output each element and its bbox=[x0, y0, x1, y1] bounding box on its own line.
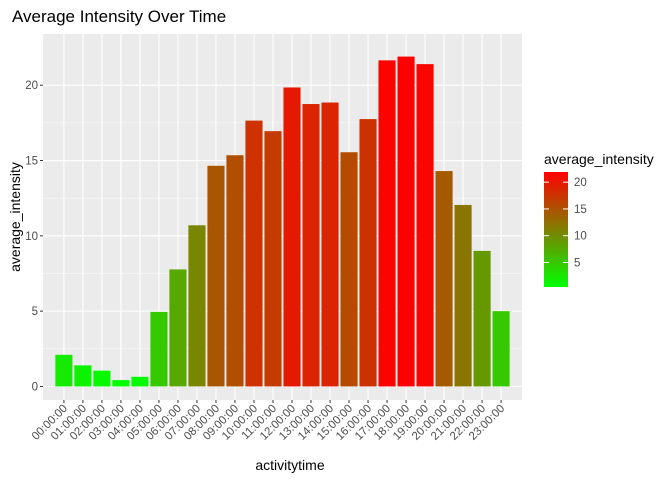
y-tick-label: 0 bbox=[32, 381, 38, 393]
bar bbox=[93, 370, 111, 387]
bar bbox=[435, 171, 453, 387]
bar bbox=[283, 87, 301, 387]
bar bbox=[492, 311, 510, 387]
y-tick-label: 10 bbox=[25, 231, 38, 243]
y-tick-label: 15 bbox=[25, 156, 38, 168]
chart-title: Average Intensity Over Time bbox=[12, 7, 226, 26]
x-axis-ticks: 00:00:0001:00:0002:00:0003:00:0004:00:00… bbox=[30, 400, 507, 443]
legend-tick-label: 10 bbox=[574, 231, 587, 243]
legend-tick-label: 20 bbox=[574, 177, 587, 189]
bar bbox=[55, 354, 73, 387]
y-tick-label: 20 bbox=[25, 80, 38, 92]
bar bbox=[416, 64, 434, 387]
bar bbox=[131, 376, 149, 387]
bar bbox=[378, 60, 396, 387]
bar bbox=[245, 120, 263, 387]
y-axis-ticks: 0 5 10 15 20 bbox=[25, 80, 43, 393]
y-tick-label: 5 bbox=[32, 306, 38, 318]
legend-tick-label: 5 bbox=[574, 257, 580, 269]
bar bbox=[359, 119, 377, 387]
bar bbox=[188, 225, 206, 387]
bar bbox=[150, 311, 168, 387]
bar bbox=[302, 104, 320, 387]
bar bbox=[207, 165, 225, 387]
legend-ticks: 5 10 15 20 bbox=[544, 177, 587, 269]
bar bbox=[340, 152, 358, 387]
bar bbox=[397, 56, 415, 387]
bar bbox=[264, 131, 282, 387]
bar bbox=[112, 380, 130, 387]
y-axis-label: average_intensity bbox=[7, 162, 23, 272]
legend-title: average_intensity bbox=[544, 151, 654, 167]
legend-tick-label: 15 bbox=[574, 204, 587, 216]
bar bbox=[321, 102, 339, 387]
bar bbox=[473, 250, 491, 387]
bar bbox=[169, 269, 187, 387]
bar-series bbox=[55, 56, 510, 387]
bar bbox=[454, 204, 472, 387]
color-legend: average_intensity 5 10 15 20 bbox=[544, 151, 654, 287]
bar bbox=[226, 155, 244, 387]
bar bbox=[74, 365, 92, 387]
x-axis-label: activitytime bbox=[255, 457, 324, 473]
legend-color-bar bbox=[544, 172, 568, 287]
